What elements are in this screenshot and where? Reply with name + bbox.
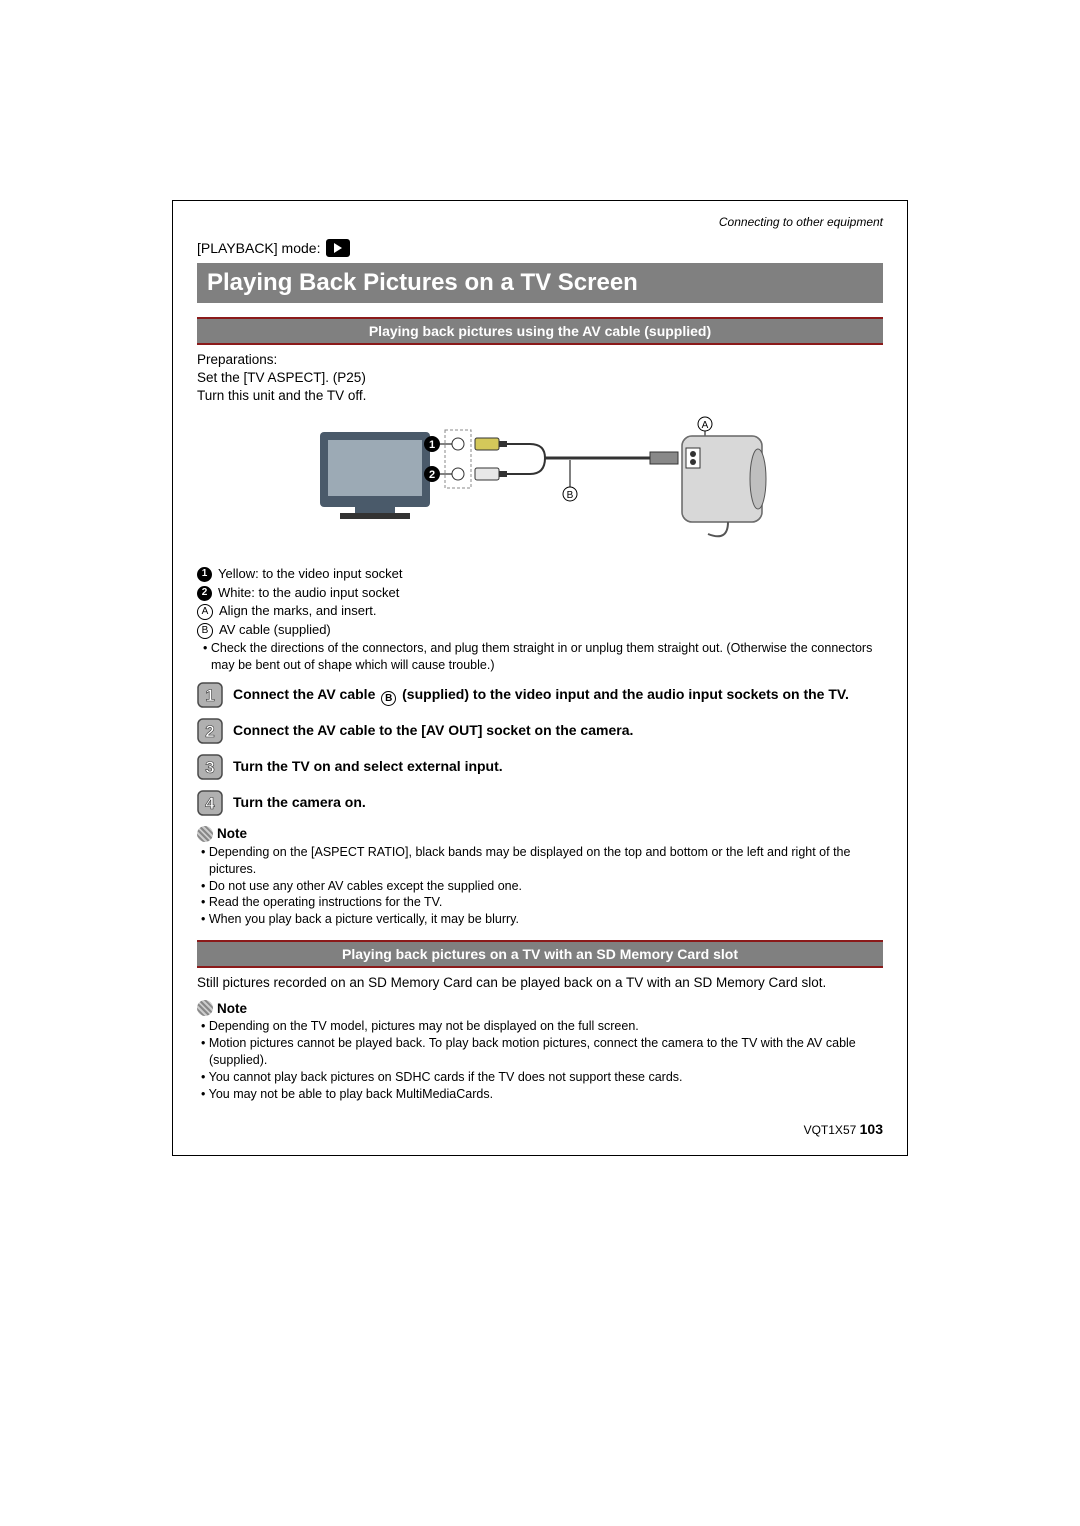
note-2-item: • You may not be able to play back Multi… xyxy=(197,1086,883,1103)
legend-1-text: Yellow: to the video input socket xyxy=(218,565,403,584)
steps: 1 Connect the AV cable B (supplied) to t… xyxy=(197,682,883,816)
letter-b-icon: B xyxy=(197,623,213,639)
page-number: 103 xyxy=(860,1121,883,1137)
legend-2: 2 White: to the audio input socket xyxy=(197,584,883,603)
doc-id: VQT1X57 xyxy=(804,1123,857,1137)
step-3-icon: 3 xyxy=(197,754,223,780)
num-2-icon: 2 xyxy=(197,586,212,601)
step-2: 2 Connect the AV cable to the [AV OUT] s… xyxy=(197,718,883,744)
header-section: Connecting to other equipment xyxy=(197,215,883,229)
section-heading-2: Playing back pictures on a TV with an SD… xyxy=(197,940,883,968)
prep-label: Preparations: xyxy=(197,352,277,367)
step-4-text: Turn the camera on. xyxy=(233,790,366,812)
step-2-icon: 2 xyxy=(197,718,223,744)
page-title: Playing Back Pictures on a TV Screen xyxy=(197,263,883,303)
note-icon xyxy=(197,826,213,842)
legend-a-text: Align the marks, and insert. xyxy=(219,602,377,621)
preparations: Preparations: Set the [TV ASPECT]. (P25)… xyxy=(197,351,883,406)
manual-page: Connecting to other equipment [PLAYBACK]… xyxy=(172,200,908,1156)
footer: VQT1X57 103 xyxy=(197,1121,883,1137)
step-4-icon: 4 xyxy=(197,790,223,816)
step-1-text: Connect the AV cable B (supplied) to the… xyxy=(233,682,849,706)
svg-text:1: 1 xyxy=(429,439,435,451)
note-2-list: • Depending on the TV model, pictures ma… xyxy=(197,1018,883,1102)
note-1-head: Note xyxy=(197,826,883,842)
step-1: 1 Connect the AV cable B (supplied) to t… xyxy=(197,682,883,708)
note-2-label: Note xyxy=(217,1001,247,1016)
note-1-item: • Do not use any other AV cables except … xyxy=(197,878,883,895)
inline-letter-b-icon: B xyxy=(381,691,396,706)
playback-mode-line: [PLAYBACK] mode: xyxy=(197,239,883,257)
legend-b: B AV cable (supplied) xyxy=(197,621,883,640)
note-2-item: • Motion pictures cannot be played back.… xyxy=(197,1035,883,1069)
connection-diagram: 1 2 A B xyxy=(197,412,883,555)
note-icon xyxy=(197,1000,213,1016)
step-3: 3 Turn the TV on and select external inp… xyxy=(197,754,883,780)
step-1-icon: 1 xyxy=(197,682,223,708)
legend: 1 Yellow: to the video input socket 2 Wh… xyxy=(197,565,883,674)
note-2-item: • Depending on the TV model, pictures ma… xyxy=(197,1018,883,1035)
mode-label: [PLAYBACK] mode: xyxy=(197,240,320,256)
svg-text:1: 1 xyxy=(205,686,214,705)
playback-icon xyxy=(326,239,350,257)
prep-line-2: Turn this unit and the TV off. xyxy=(197,388,366,403)
note-1-item: • Read the operating instructions for th… xyxy=(197,894,883,911)
section-2-intro: Still pictures recorded on an SD Memory … xyxy=(197,974,883,992)
svg-text:2: 2 xyxy=(429,469,435,481)
svg-text:3: 3 xyxy=(205,758,214,777)
svg-text:4: 4 xyxy=(205,794,215,813)
note-1-list: • Depending on the [ASPECT RATIO], black… xyxy=(197,844,883,928)
svg-text:2: 2 xyxy=(205,722,214,741)
legend-2-text: White: to the audio input socket xyxy=(218,584,399,603)
step-4: 4 Turn the camera on. xyxy=(197,790,883,816)
step-3-text: Turn the TV on and select external input… xyxy=(233,754,503,776)
num-1-icon: 1 xyxy=(197,567,212,582)
step-2-text: Connect the AV cable to the [AV OUT] soc… xyxy=(233,718,633,740)
section-heading-1: Playing back pictures using the AV cable… xyxy=(197,317,883,345)
legend-1: 1 Yellow: to the video input socket xyxy=(197,565,883,584)
note-1-item: • Depending on the [ASPECT RATIO], black… xyxy=(197,844,883,878)
svg-text:B: B xyxy=(567,490,574,501)
note-2-item: • You cannot play back pictures on SDHC … xyxy=(197,1069,883,1086)
prep-line-1: Set the [TV ASPECT]. (P25) xyxy=(197,370,366,385)
letter-a-icon: A xyxy=(197,604,213,620)
note-1-item: • When you play back a picture verticall… xyxy=(197,911,883,928)
legend-a: A Align the marks, and insert. xyxy=(197,602,883,621)
legend-b-text: AV cable (supplied) xyxy=(219,621,331,640)
note-2-head: Note xyxy=(197,1000,883,1016)
legend-bullet: • Check the directions of the connectors… xyxy=(197,640,883,674)
note-1-label: Note xyxy=(217,826,247,841)
svg-text:A: A xyxy=(702,420,709,431)
